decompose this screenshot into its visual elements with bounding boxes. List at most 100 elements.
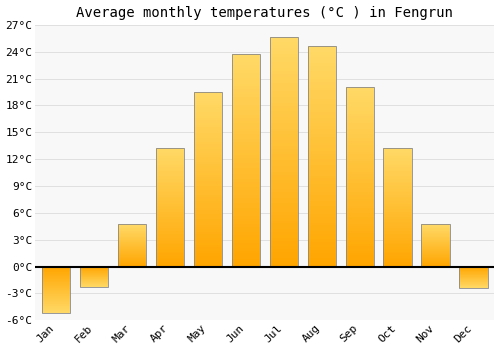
- Bar: [232, 105, 260, 107]
- Bar: [384, 215, 412, 216]
- Bar: [308, 201, 336, 203]
- Bar: [156, 199, 184, 201]
- Bar: [346, 197, 374, 199]
- Bar: [384, 210, 412, 211]
- Bar: [384, 213, 412, 215]
- Bar: [232, 176, 260, 179]
- Bar: [194, 147, 222, 149]
- Bar: [42, 284, 70, 285]
- Bar: [270, 206, 298, 209]
- Bar: [384, 253, 412, 255]
- Bar: [346, 193, 374, 195]
- Bar: [194, 197, 222, 199]
- Bar: [346, 161, 374, 163]
- Bar: [384, 247, 412, 249]
- Bar: [384, 264, 412, 265]
- Bar: [422, 237, 450, 238]
- Bar: [232, 171, 260, 174]
- Bar: [156, 191, 184, 192]
- Bar: [270, 223, 298, 226]
- Bar: [194, 158, 222, 160]
- Bar: [156, 197, 184, 198]
- Bar: [156, 222, 184, 223]
- Bar: [270, 106, 298, 108]
- Bar: [156, 203, 184, 204]
- Bar: [156, 240, 184, 241]
- Bar: [422, 253, 450, 254]
- Bar: [118, 242, 146, 243]
- Bar: [308, 211, 336, 214]
- Bar: [346, 105, 374, 107]
- Bar: [156, 259, 184, 261]
- Bar: [346, 183, 374, 186]
- Bar: [308, 250, 336, 253]
- Bar: [118, 266, 146, 267]
- Bar: [42, 282, 70, 283]
- Bar: [232, 76, 260, 78]
- Bar: [118, 255, 146, 256]
- Bar: [156, 186, 184, 188]
- Bar: [270, 91, 298, 94]
- Bar: [384, 204, 412, 205]
- Bar: [308, 66, 336, 68]
- Bar: [232, 126, 260, 129]
- Bar: [384, 183, 412, 185]
- Bar: [308, 239, 336, 242]
- Bar: [422, 244, 450, 245]
- Bar: [232, 187, 260, 190]
- Bar: [308, 110, 336, 112]
- Bar: [194, 138, 222, 140]
- Bar: [270, 80, 298, 83]
- Bar: [42, 283, 70, 284]
- Bar: [346, 195, 374, 197]
- Bar: [384, 205, 412, 207]
- Bar: [384, 240, 412, 241]
- Bar: [308, 74, 336, 77]
- Bar: [194, 145, 222, 147]
- Bar: [308, 118, 336, 121]
- Bar: [308, 151, 336, 154]
- Bar: [232, 65, 260, 68]
- Bar: [156, 256, 184, 258]
- Bar: [270, 192, 298, 195]
- Bar: [384, 152, 412, 153]
- Bar: [156, 177, 184, 179]
- Bar: [270, 226, 298, 229]
- Bar: [156, 261, 184, 262]
- Bar: [346, 246, 374, 248]
- Bar: [156, 183, 184, 185]
- Bar: [384, 167, 412, 168]
- Bar: [422, 247, 450, 248]
- Bar: [232, 60, 260, 62]
- Bar: [270, 68, 298, 71]
- Bar: [384, 259, 412, 261]
- Bar: [422, 251, 450, 252]
- Bar: [232, 150, 260, 153]
- Bar: [156, 166, 184, 167]
- Bar: [42, 305, 70, 306]
- Bar: [308, 146, 336, 148]
- Bar: [422, 224, 450, 225]
- Bar: [270, 244, 298, 246]
- Bar: [156, 180, 184, 182]
- Bar: [270, 88, 298, 91]
- Bar: [270, 169, 298, 172]
- Bar: [308, 60, 336, 63]
- Bar: [42, 294, 70, 295]
- Bar: [232, 235, 260, 237]
- Bar: [384, 161, 412, 162]
- Bar: [308, 96, 336, 99]
- Bar: [118, 229, 146, 230]
- Bar: [422, 225, 450, 226]
- Bar: [156, 246, 184, 247]
- Bar: [346, 222, 374, 224]
- Bar: [232, 139, 260, 142]
- Bar: [232, 136, 260, 139]
- Bar: [384, 176, 412, 177]
- Bar: [194, 218, 222, 221]
- Bar: [194, 118, 222, 120]
- Bar: [42, 306, 70, 307]
- Bar: [232, 161, 260, 163]
- Bar: [232, 222, 260, 224]
- Bar: [232, 81, 260, 84]
